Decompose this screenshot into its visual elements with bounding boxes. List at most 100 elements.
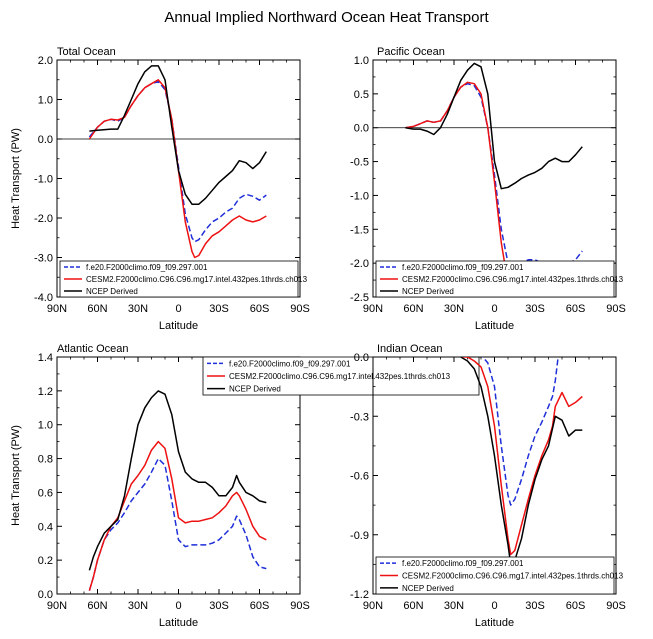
series-line-0 bbox=[460, 357, 559, 506]
legend-label-1: CESM2.F2000climo.C96.C96.mg17.intel.432p… bbox=[402, 572, 624, 581]
y-tick-label: -2.0 bbox=[34, 213, 53, 225]
x-tick-label: 90N bbox=[47, 600, 67, 612]
x-tick-label: 60S bbox=[250, 303, 270, 315]
legend-label-2: NCEP Derived bbox=[402, 584, 454, 593]
legend-box bbox=[202, 356, 480, 396]
x-tick-label: 60S bbox=[566, 600, 586, 612]
x-tick-label: 90S bbox=[290, 303, 310, 315]
y-tick-label: -1.0 bbox=[350, 190, 369, 202]
x-tick-label: 90N bbox=[47, 303, 67, 315]
y-tick-label: -0.3 bbox=[350, 411, 369, 423]
legend-label-2: NCEP Derived bbox=[402, 287, 454, 296]
y-tick-label: 1.0 bbox=[38, 420, 53, 432]
legend-label-0: f.e20.F2000climo.f09_f09.297.001 bbox=[402, 559, 524, 568]
y-tick-label: 1.2 bbox=[38, 386, 53, 398]
panel-title: Total Ocean bbox=[57, 46, 116, 58]
legend-label-1: CESM2.F2000climo.C96.C96.mg17.intel.432p… bbox=[86, 275, 308, 284]
x-tick-label: 30S bbox=[209, 600, 229, 612]
panels: Total Ocean 90N 60N 30N 0 30S 60S 90S -4.0 -3.0 -2… bbox=[10, 46, 626, 629]
x-tick-label: 30S bbox=[525, 303, 545, 315]
y-tick-label: 0.2 bbox=[38, 555, 53, 567]
panel-3: Indian Ocean 90N 60N 30N 0 30S 60S 90S -1.2 -0.9 -… bbox=[350, 343, 626, 629]
y-tick-label: -2.0 bbox=[350, 258, 369, 270]
x-axis-label: Latitude bbox=[159, 617, 198, 629]
y-tick-label: -4.0 bbox=[34, 292, 53, 304]
legend-label-2: NCEP Derived bbox=[86, 287, 138, 296]
legend-box bbox=[59, 260, 299, 298]
legend-label-1: CESM2.F2000climo.C96.C96.mg17.intel.432p… bbox=[229, 372, 451, 381]
x-tick-label: 30N bbox=[128, 600, 148, 612]
legend-box bbox=[375, 260, 615, 298]
x-tick-label: 30N bbox=[444, 303, 464, 315]
legend-label-0: f.e20.F2000climo.f09_f09.297.001 bbox=[86, 263, 208, 272]
legend: f.e20.F2000climo.f09_f09.297.001 CESM2.F2… bbox=[375, 260, 624, 298]
panel-2: Atlantic Ocean 90N 60N 30N 0 30S 60S 90S 0.0 0.2 0… bbox=[10, 343, 480, 629]
y-axis-label: Heat Transport (PW) bbox=[10, 425, 22, 526]
y-tick-label: -1.5 bbox=[350, 224, 369, 236]
legend: f.e20.F2000climo.f09_f09.297.001 CESM2.F2… bbox=[375, 556, 624, 595]
y-tick-label: -3.0 bbox=[34, 253, 53, 265]
x-tick-label: 90S bbox=[606, 303, 626, 315]
x-tick-label: 0 bbox=[491, 600, 497, 612]
legend-label-1: CESM2.F2000climo.C96.C96.mg17.intel.432p… bbox=[402, 275, 624, 284]
series-line-1 bbox=[88, 79, 267, 259]
x-tick-label: 30N bbox=[128, 303, 148, 315]
y-tick-label: 0.4 bbox=[38, 521, 53, 533]
x-axis-label: Latitude bbox=[475, 320, 514, 332]
x-axis-label: Latitude bbox=[159, 320, 198, 332]
legend: f.e20.F2000climo.f09_f09.297.001 CESM2.F2… bbox=[202, 356, 480, 396]
x-tick-label: 0 bbox=[175, 600, 181, 612]
legend-box bbox=[375, 556, 615, 595]
series-line-2 bbox=[405, 62, 583, 190]
panel-title: Pacific Ocean bbox=[377, 46, 445, 58]
y-tick-label: 1.0 bbox=[38, 95, 53, 107]
x-tick-label: 60N bbox=[87, 303, 107, 315]
y-tick-label: -0.6 bbox=[350, 471, 369, 483]
y-tick-label: 1.0 bbox=[354, 55, 369, 67]
x-tick-label: 60S bbox=[250, 600, 270, 612]
y-tick-label: 0.8 bbox=[38, 454, 53, 466]
panel-title: Indian Ocean bbox=[377, 343, 442, 355]
legend-label-0: f.e20.F2000climo.f09_f09.297.001 bbox=[402, 263, 524, 272]
y-tick-label: 0.0 bbox=[38, 589, 53, 601]
x-tick-label: 90S bbox=[606, 600, 626, 612]
x-tick-label: 90N bbox=[363, 303, 383, 315]
panel-title: Atlantic Ocean bbox=[57, 343, 129, 355]
y-tick-label: 0.0 bbox=[354, 123, 369, 135]
y-tick-label: 0.0 bbox=[38, 134, 53, 146]
series-line-1 bbox=[405, 81, 583, 293]
y-tick-label: -0.5 bbox=[350, 157, 369, 169]
y-tick-label: 0.5 bbox=[354, 89, 369, 101]
x-axis-label: Latitude bbox=[475, 617, 514, 629]
series-line-2 bbox=[88, 390, 267, 571]
x-tick-label: 30S bbox=[209, 303, 229, 315]
y-tick-label: -0.9 bbox=[350, 530, 369, 542]
x-tick-label: 0 bbox=[175, 303, 181, 315]
legend: f.e20.F2000climo.f09_f09.297.001 CESM2.F2… bbox=[59, 260, 308, 298]
panel-1: Pacific Ocean 90N 60N 30N 0 30S 60S 90S -2.5 -2.0… bbox=[350, 46, 626, 332]
x-tick-label: 60N bbox=[87, 600, 107, 612]
panel-0: Total Ocean 90N 60N 30N 0 30S 60S 90S -4.0 -3.0 -2… bbox=[10, 46, 310, 332]
x-tick-label: 90S bbox=[290, 600, 310, 612]
x-tick-label: 30N bbox=[444, 600, 464, 612]
series-line-1 bbox=[460, 357, 583, 556]
x-tick-label: 30S bbox=[525, 600, 545, 612]
x-tick-label: 60N bbox=[403, 303, 423, 315]
y-tick-label: -2.5 bbox=[350, 292, 369, 304]
legend-label-0: f.e20.F2000climo.f09_f09.297.001 bbox=[229, 359, 351, 368]
y-axis-label: Heat Transport (PW) bbox=[10, 128, 22, 229]
series-line-0 bbox=[88, 457, 267, 591]
x-tick-label: 60N bbox=[403, 600, 423, 612]
series-line-2 bbox=[89, 65, 267, 205]
x-tick-label: 0 bbox=[491, 303, 497, 315]
y-tick-label: 0.6 bbox=[38, 487, 53, 499]
x-tick-label: 90N bbox=[363, 600, 383, 612]
y-tick-label: 2.0 bbox=[38, 55, 53, 67]
y-tick-label: 0.0 bbox=[354, 352, 369, 364]
legend-label-2: NCEP Derived bbox=[229, 385, 281, 394]
series-line-2 bbox=[460, 357, 583, 566]
x-tick-label: 60S bbox=[566, 303, 586, 315]
series-line-1 bbox=[88, 440, 267, 591]
y-tick-label: -1.2 bbox=[350, 589, 369, 601]
